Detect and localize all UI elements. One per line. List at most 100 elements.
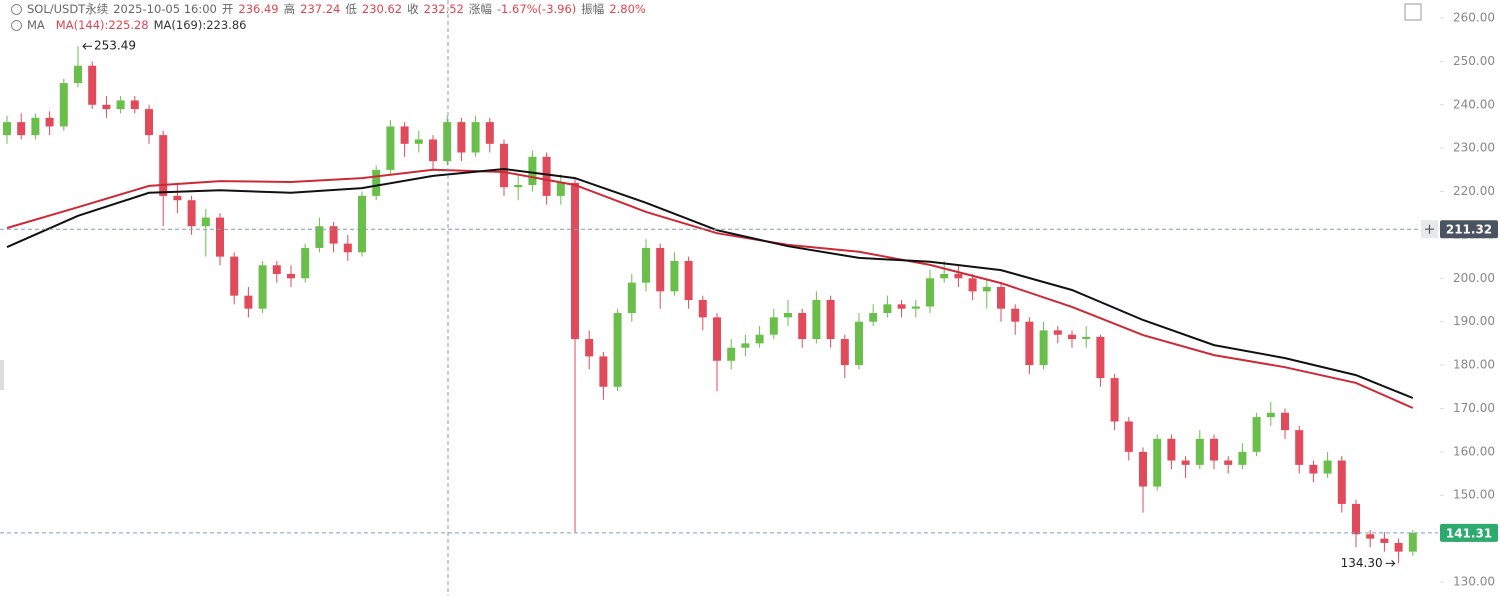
candle-body (1068, 334, 1076, 340)
candle-body (31, 117, 40, 136)
candle-body (372, 169, 381, 196)
candle-body (471, 122, 480, 153)
value: 230.62 (361, 2, 403, 16)
candle-body (741, 343, 750, 348)
candle-body (272, 265, 281, 274)
ma-line (6, 167, 1414, 399)
candle-body (897, 304, 906, 309)
candle-body (855, 321, 863, 366)
legend-entry: MA(144):225.28 (55, 18, 149, 32)
y-tick-label: 260.00 (1453, 11, 1495, 25)
candle-body (187, 200, 196, 227)
y-tick-label: 170.00 (1453, 401, 1495, 415)
candle-body (216, 217, 224, 257)
candle-body (400, 126, 409, 144)
legend-entry: MA(169):223.86 (153, 18, 247, 32)
label: 开 (221, 2, 234, 16)
candle-body (840, 339, 849, 366)
fullscreen-icon[interactable] (1404, 3, 1422, 21)
candle-body (358, 195, 366, 253)
candle-body (755, 334, 764, 344)
candle-body (627, 282, 636, 314)
candle-body (542, 156, 551, 196)
max-label: 253.49 (94, 39, 136, 53)
toggle-icon[interactable] (11, 19, 22, 31)
candle-body (1181, 460, 1190, 465)
price-tag (1440, 220, 1498, 239)
last-price: 141.31 (1446, 526, 1492, 540)
candle-body (911, 306, 920, 309)
candle-body (17, 122, 26, 136)
y-tick-label: 240.00 (1453, 97, 1495, 111)
candle-body (88, 65, 97, 105)
candle-body (1337, 460, 1346, 504)
candle-body (301, 247, 310, 279)
candle-body (698, 300, 707, 318)
candle-body (926, 278, 934, 307)
value: 2.80% (609, 2, 646, 16)
label: 低 (345, 2, 357, 16)
candle-body (556, 182, 565, 196)
candle-body (1053, 330, 1062, 335)
symbol: SOL/USDT永续 (27, 2, 109, 16)
value: 232.52 (423, 2, 464, 16)
label: 振幅 (581, 2, 605, 16)
candle-body (1139, 451, 1147, 487)
candle-body (45, 117, 54, 127)
y-tick-label: 230.00 (1453, 141, 1495, 155)
candle-body (1195, 438, 1204, 465)
candle-body (1224, 460, 1233, 465)
candle-body (642, 247, 650, 283)
candle-body (1309, 464, 1318, 474)
label: 收 (407, 2, 419, 16)
candle-body (982, 286, 991, 292)
value: 237.24 (300, 2, 341, 16)
candle-body (386, 126, 395, 170)
candle-body (74, 65, 82, 84)
candle-body (798, 313, 807, 340)
candle-body (173, 195, 182, 201)
candle-body (1011, 308, 1020, 322)
y-tick-label: 180.00 (1453, 358, 1495, 372)
candle-body (656, 247, 665, 292)
candle-body (940, 273, 949, 279)
candle-body (1394, 542, 1403, 552)
candle-body (528, 156, 537, 186)
candle-body (869, 313, 878, 322)
candle-body (1281, 412, 1289, 431)
side-handle[interactable] (0, 360, 4, 390)
candle-body (1380, 538, 1389, 543)
label: 涨幅 (468, 2, 492, 16)
arrow (1385, 559, 1396, 567)
price-tag (1440, 523, 1498, 542)
y-tick-label: 200.00 (1453, 271, 1495, 285)
candle-body (1323, 460, 1332, 474)
candle-body (1252, 417, 1261, 452)
y-tick-label: 250.00 (1453, 54, 1495, 68)
time: 2025-10-05 16:00 (113, 2, 217, 16)
toggle-icon[interactable] (11, 3, 22, 15)
y-tick-label: 160.00 (1453, 444, 1495, 458)
candle-body (1295, 430, 1304, 465)
candle-body (599, 356, 608, 387)
value: 236.49 (238, 2, 279, 16)
arrow (82, 42, 92, 50)
candle-body (414, 139, 423, 144)
candle-body (130, 100, 139, 110)
candle-body (443, 122, 452, 162)
candle-body (1039, 330, 1048, 366)
candle-body (1167, 438, 1176, 461)
candle-body (1082, 336, 1091, 340)
candle-body (59, 83, 68, 127)
ma-line (6, 168, 1414, 409)
candle-body (670, 260, 679, 292)
candle-body (1238, 451, 1247, 465)
add-icon (1425, 224, 1434, 234)
candle-body (485, 122, 494, 144)
candle-body (329, 226, 338, 244)
ma-line: MA MA(144):225.28 MA(169):223.86 (0, 18, 246, 32)
candle-body (258, 265, 267, 309)
candle-body (230, 256, 239, 296)
candle-body (883, 304, 892, 314)
